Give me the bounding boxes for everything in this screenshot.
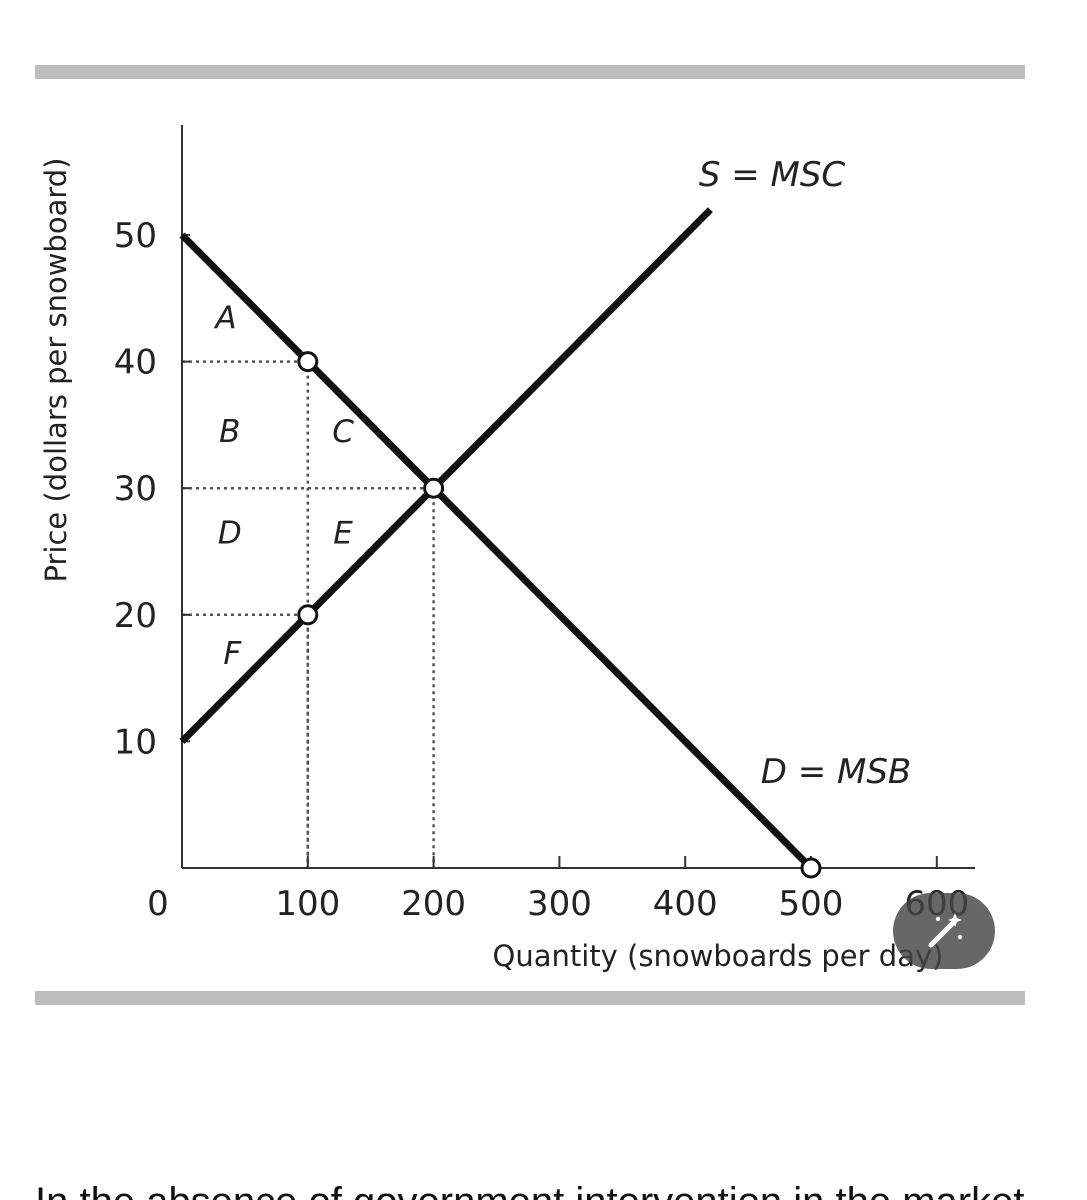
region-label-e: E	[333, 516, 353, 552]
y-tick-label-50: 50	[114, 216, 157, 256]
region-label-c: C	[332, 414, 354, 450]
region-label-d: D	[218, 516, 242, 552]
series-lines	[179, 207, 814, 871]
bottom-divider	[35, 991, 1025, 1005]
x-tick-label-0: 0	[147, 884, 169, 924]
region-label-b: B	[219, 414, 240, 450]
series-line-0	[179, 207, 713, 744]
region-label-f: F	[223, 636, 242, 672]
top-divider	[35, 65, 1025, 79]
x-axis-title: Quantity (snowboards per day)	[493, 939, 944, 973]
x-tick-label-200: 200	[401, 884, 466, 924]
curve-label-1: D = MSB	[761, 752, 912, 792]
curve-label-0: S = MSC	[699, 155, 846, 195]
axes: 01002003004005006001020304050Quantity (s…	[39, 125, 975, 973]
edit-button[interactable]	[893, 893, 995, 969]
x-tick-label-100: 100	[275, 884, 340, 924]
y-tick-label-10: 10	[114, 722, 157, 762]
point-marker-0	[297, 351, 319, 373]
region-label-a: A	[213, 300, 236, 336]
series-line-1	[179, 232, 814, 871]
y-axis-title: Price (dollars per snowboard)	[39, 158, 73, 583]
magic-wand-icon	[928, 913, 963, 948]
y-tick-label-40: 40	[114, 343, 157, 383]
marked-points	[297, 351, 822, 879]
question-text: In the absence of government interventio…	[35, 1182, 1035, 1200]
point-marker-2	[297, 604, 319, 626]
x-tick-label-300: 300	[527, 884, 592, 924]
chart-labels: S = MSC D = MSB A B C D E F	[213, 155, 911, 792]
point-marker-1	[423, 477, 445, 499]
y-tick-label-30: 30	[114, 469, 157, 509]
point-marker-3	[800, 857, 822, 879]
x-tick-label-500: 500	[779, 884, 844, 924]
y-tick-label-20: 20	[114, 596, 157, 636]
x-tick-label-400: 400	[653, 884, 718, 924]
